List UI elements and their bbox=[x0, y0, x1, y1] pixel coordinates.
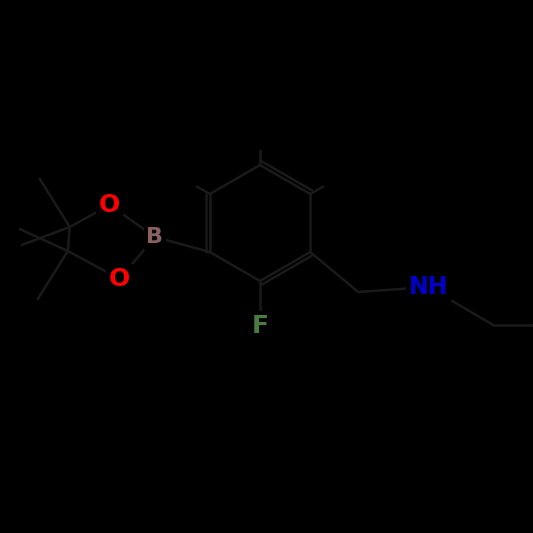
Text: B: B bbox=[146, 227, 163, 247]
Text: NH: NH bbox=[408, 275, 448, 299]
Text: O: O bbox=[109, 267, 131, 291]
Text: O: O bbox=[99, 193, 120, 217]
Text: F: F bbox=[252, 314, 269, 338]
